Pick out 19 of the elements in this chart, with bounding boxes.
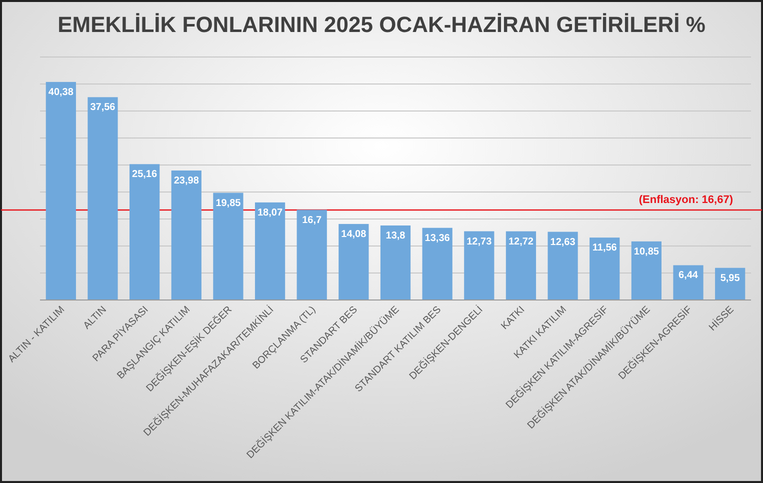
- data-label: 40,38: [48, 86, 74, 98]
- data-label: 12,73: [466, 236, 492, 248]
- ref-line-label: (Enflasyon: 16,67): [638, 194, 734, 206]
- data-label: 14,08: [341, 228, 367, 240]
- data-label: 16,7: [302, 214, 322, 226]
- data-label: 11,56: [592, 242, 618, 254]
- data-label: 19,85: [216, 198, 242, 209]
- data-label: 12,63: [550, 236, 576, 248]
- data-label: 23,98: [174, 176, 200, 187]
- data-label: 13,8: [386, 230, 406, 242]
- data-label: 13,36: [424, 232, 450, 244]
- data-label: 6,44: [678, 270, 698, 282]
- data-label: 10,85: [634, 246, 660, 258]
- data-label: 12,72: [508, 236, 534, 248]
- data-label: 25,16: [132, 169, 158, 180]
- chart-title: EMEKLİLİK FONLARININ 2025 OCAK-HAZİRAN GETİRİLERİ %: [58, 12, 706, 37]
- data-label: 5,95: [720, 272, 740, 284]
- data-label: 18,07: [258, 207, 283, 218]
- data-label: 37,56: [90, 102, 116, 114]
